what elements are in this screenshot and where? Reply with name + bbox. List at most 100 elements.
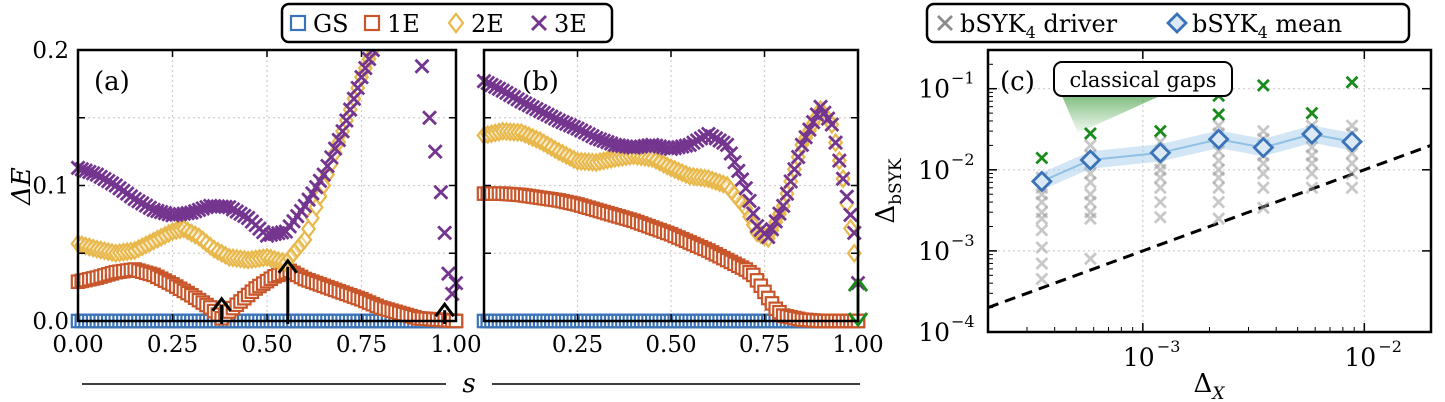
point-2e: [745, 214, 761, 235]
x-tick-label: 1.00: [832, 332, 883, 358]
panel-c-marks-clipped: [988, 75, 1431, 309]
legend-label-3e: 3E: [554, 10, 587, 38]
legend-marker-mean: [1166, 12, 1188, 34]
point-2e: [738, 198, 754, 219]
point-bsyk-driver: [1256, 167, 1270, 180]
legend-energy-items: GS 1E 2E 3E: [289, 10, 587, 38]
legend-label-2e: 2E: [471, 10, 504, 38]
y-tick-exponent: −3: [951, 231, 975, 250]
panel-c-ylabel: ΔbSYK: [871, 158, 906, 224]
panel-a-marks: [70, 50, 464, 329]
point-bsyk-driver: [1035, 212, 1049, 226]
point-3e: [798, 129, 814, 145]
panel-b: 0.25 0.50 0.75 1.00 (b): [476, 48, 884, 358]
point-bsyk-mean: [1207, 128, 1230, 151]
x-tick-label: 0.75: [739, 332, 790, 358]
point-3e: [437, 225, 453, 241]
point-bsyk-driver: [1153, 210, 1167, 224]
legend-item-3e: 3E: [531, 10, 587, 38]
x-tick-exponent: −2: [1378, 337, 1402, 356]
legend-label-bsyk-0: bSYK4 driver: [960, 10, 1118, 42]
point-3e: [365, 50, 381, 58]
panel-c: 10 −3 10 −210 −410 −310 −210 −1 (c) classical g…: [871, 48, 1433, 402]
legend-item-gs: GS: [289, 10, 349, 38]
point-classical-gap: [1212, 108, 1226, 122]
point-bsyk-mean: [1341, 130, 1364, 153]
point-3e: [331, 132, 347, 148]
legend-item-2e: 2E: [447, 10, 504, 38]
point-bsyk-driver: [1345, 146, 1359, 160]
point-2e: [603, 149, 619, 170]
y-tick-label: 0.0: [32, 309, 69, 335]
panel-c-label: (c): [1000, 67, 1035, 97]
point-3e: [350, 80, 366, 96]
panel-marks-clipped: [70, 50, 464, 329]
y-tick-exponent: −4: [951, 312, 975, 331]
point-classical-gap: [1345, 75, 1359, 89]
panel-c-ticks: 10 −3 10 −210 −410 −310 −210 −1: [918, 50, 1432, 372]
legend-item-1e: 1E: [363, 10, 420, 38]
gap-arrow: [277, 258, 298, 324]
legend-label-bsyk-1: bSYK4 mean: [1192, 10, 1342, 42]
x-tick-label: 0.00: [52, 332, 103, 358]
legend-label-main: bSYK: [960, 10, 1027, 38]
point-3e: [783, 173, 799, 189]
point-3e: [742, 193, 758, 209]
point-3e: [738, 180, 754, 196]
point-3e: [831, 153, 847, 169]
point-3e: [734, 172, 750, 188]
panel-c-marks: [988, 75, 1431, 309]
y-tick-label: 10: [918, 237, 950, 266]
classical-gaps-callout: classical gaps: [1053, 61, 1233, 133]
point-3e: [354, 69, 369, 85]
point-3e: [433, 184, 449, 200]
point-3e: [555, 114, 571, 130]
x-tick-label: 10: [1344, 343, 1376, 372]
point-bsyk-driver: [1035, 223, 1049, 237]
panel-b-marks: [476, 73, 869, 329]
legend-marker-3e: [531, 15, 547, 31]
legend-item-bsyk-0: bSYK4 driver: [937, 10, 1118, 42]
point-3e: [745, 206, 761, 221]
point-3e: [835, 171, 851, 187]
legend-bsyk: bSYK4 driver bSYK4 mean: [925, 2, 1411, 44]
x-tick-label: 0.25: [147, 332, 198, 358]
panel-c-xlabel-main: Δ: [1194, 369, 1213, 399]
point-3e: [771, 206, 787, 222]
y-tick-exponent: −2: [951, 150, 975, 169]
point-bsyk-driver: [1305, 167, 1319, 180]
point-bsyk-driver: [1035, 241, 1049, 255]
point-bsyk-driver: [1035, 195, 1049, 209]
panel-a-ylabel: ΔE: [7, 167, 37, 206]
point-3e: [327, 141, 343, 157]
y-tick-label: 10: [918, 156, 950, 185]
legend-label-1e: 1E: [387, 10, 420, 38]
classical-gaps-text: classical gaps: [1069, 68, 1216, 92]
panel-c-ylabel-main: Δ: [871, 205, 901, 224]
point-2e: [168, 220, 184, 241]
legend-label-sub: 4: [1258, 23, 1268, 42]
y-tick-exponent: −1: [951, 69, 975, 88]
point-3e: [764, 221, 780, 237]
panel-a-ticks: 0.00 0.25 0.50 0.75 1.00 0.0 0.1 0.2: [32, 38, 481, 358]
point-3e: [719, 137, 735, 153]
point-bsyk-driver: [1083, 138, 1097, 152]
panel-b-ticks: 0.25 0.50 0.75 1.00: [484, 50, 884, 358]
point-bsyk-driver: [1305, 181, 1319, 195]
point-3e: [323, 149, 339, 165]
point-bsyk-mean: [1252, 136, 1275, 159]
point-classical-gap: [1256, 78, 1270, 92]
legend-label-gs: GS: [313, 10, 349, 38]
point-classical-gap: [1083, 127, 1097, 141]
point-3e: [551, 112, 567, 128]
point-bsyk-driver: [1212, 144, 1226, 158]
point-bsyk-driver: [1256, 201, 1270, 215]
point-3e: [562, 117, 578, 133]
point-3e: [422, 110, 438, 126]
x-tick-label: 0.25: [552, 332, 603, 358]
panel-a: 0.00 0.25 0.50 0.75 1.00 0.0 0.1 0.2 (a) ΔE: [7, 38, 482, 358]
point-3e: [824, 117, 840, 133]
point-classical-gap: [1305, 106, 1319, 120]
point-3e: [786, 161, 802, 177]
point-3e: [775, 198, 791, 214]
